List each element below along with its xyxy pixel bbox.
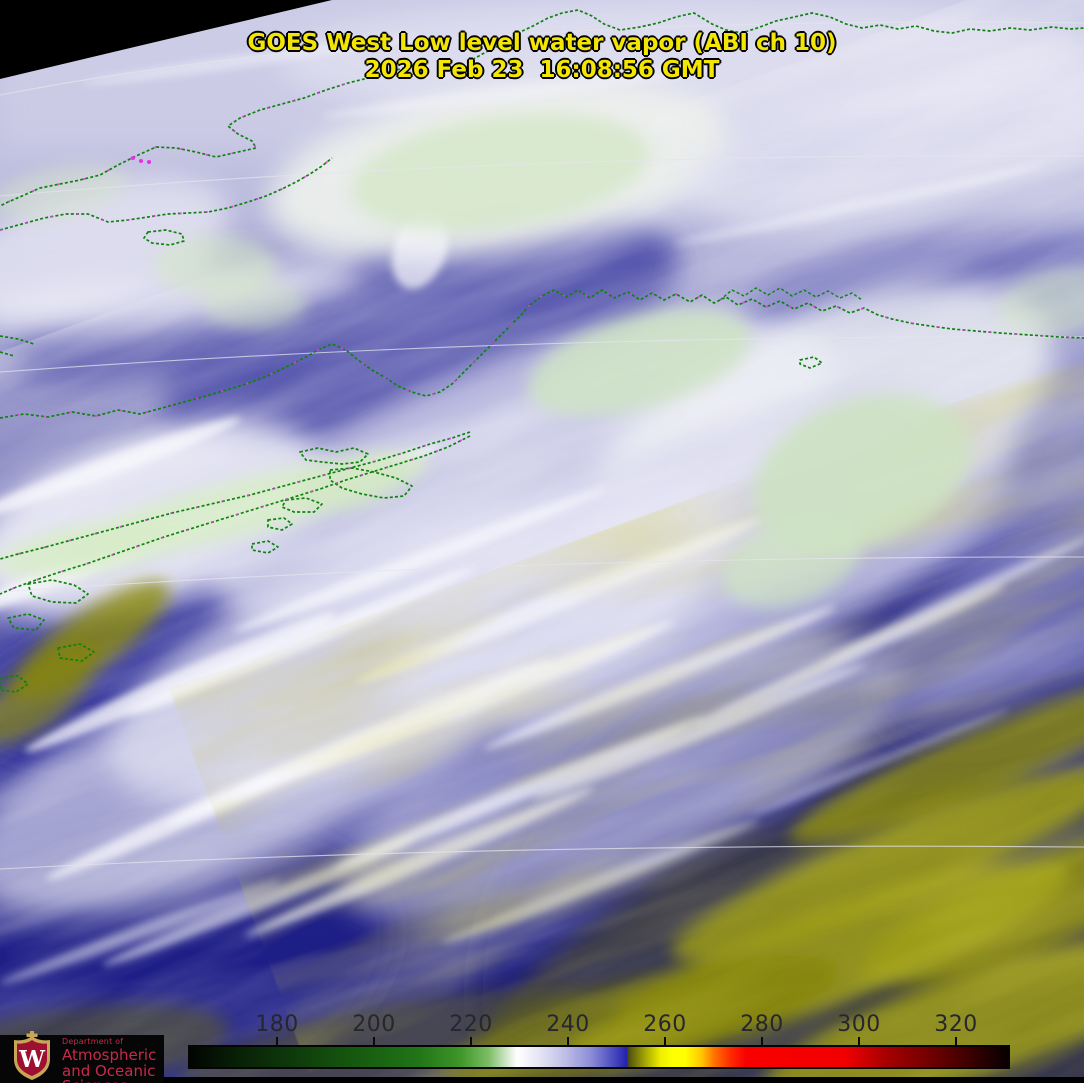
colorbar-tick-label: 280 [740,1012,784,1037]
green-tint-layer [0,112,1084,609]
logo-text: Department of Atmospheric and Oceanic Sc… [62,1038,164,1083]
colorbar-tick-label: 220 [449,1012,493,1037]
colorbar-tick-mark [664,1037,666,1046]
colorbar-tick-mark [567,1037,569,1046]
graticule-layer [0,21,1084,870]
colorbar-tick-label: 240 [546,1012,590,1037]
colorbar-gradient-bar [188,1045,1010,1069]
colorbar-tick-label: 300 [837,1012,881,1037]
aos-logo: W Department of Atmospheric and Oceanic … [0,1031,164,1083]
colorbar-tick-mark [470,1037,472,1046]
logo-name-line-2: and Oceanic Sciences [62,1062,156,1083]
logo-name-line-1: Atmospheric [62,1046,157,1064]
bottom-black-strip [0,1077,1084,1083]
logo-dept-line: Department of [62,1037,124,1046]
colorbar-tick-mark [761,1037,763,1046]
colorbar-tick-mark [373,1037,375,1046]
colorbar-tick-mark [858,1037,860,1046]
colorbar-tick-label: 260 [643,1012,687,1037]
scan-edge-black-wedge [0,0,332,79]
colorbar-tick-mark [955,1037,957,1046]
colorbar-tick-mark [276,1037,278,1046]
magenta-marker-dots [131,156,151,164]
colorbar-tick-label: 320 [934,1012,978,1037]
crest-letter: W [18,1046,46,1073]
dry-texture-layer [349,481,1084,1083]
uw-crest-icon: W [14,1031,50,1080]
colorbar-tick-label: 200 [352,1012,396,1037]
colorbar-tick-label: 180 [255,1012,299,1037]
